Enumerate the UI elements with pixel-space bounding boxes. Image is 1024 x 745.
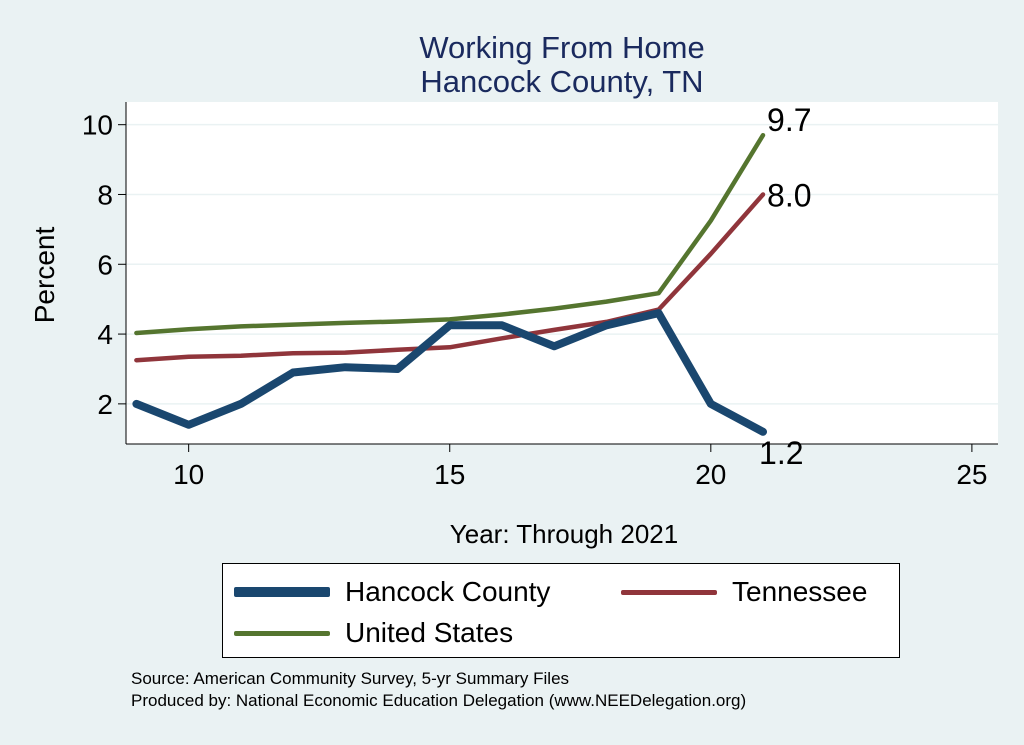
legend-swatch-tennessee	[621, 589, 717, 595]
end-label-hancock-county: 1.2	[759, 435, 803, 471]
source-line-2: Produced by: National Economic Education…	[131, 691, 747, 710]
end-label-tennessee: 8.0	[767, 177, 811, 213]
x-tick-label-20: 20	[695, 459, 726, 490]
source-note: Source: American Community Survey, 5-yr …	[131, 668, 746, 712]
legend-label-hancock-county: Hancock County	[345, 576, 551, 607]
x-axis-title: Year: Through 2021	[450, 519, 678, 549]
end-label-united-states: 9.7	[767, 102, 811, 138]
chart-title-line-2: Hancock County, TN	[420, 64, 704, 99]
x-tick-label-10: 10	[173, 459, 204, 490]
legend-swatch-united-states	[234, 630, 330, 636]
y-tick-label-10: 10	[82, 110, 113, 141]
y-tick-label-4: 4	[97, 319, 113, 350]
source-line-1: Source: American Community Survey, 5-yr …	[131, 669, 570, 688]
y-tick-label-8: 8	[97, 179, 113, 210]
y-tick-label-2: 2	[97, 389, 113, 420]
x-tick-label-25: 25	[956, 459, 987, 490]
chart-title-line-1: Working From Home	[419, 30, 705, 65]
legend-label-united-states: United States	[345, 617, 514, 648]
legend-item-tennessee: Tennessee	[621, 574, 867, 610]
legend-item-united-states: United States	[234, 615, 513, 651]
y-tick-label-6: 6	[97, 249, 113, 280]
legend-label-tennessee: Tennessee	[732, 576, 868, 607]
legend-item-hancock-county: Hancock County	[234, 574, 550, 610]
chart-legend: Hancock County Tennessee United States	[222, 563, 900, 658]
legend-swatch-hancock-county	[234, 587, 330, 597]
x-tick-label-15: 15	[434, 459, 465, 490]
y-axis-title: Percent	[29, 227, 60, 324]
